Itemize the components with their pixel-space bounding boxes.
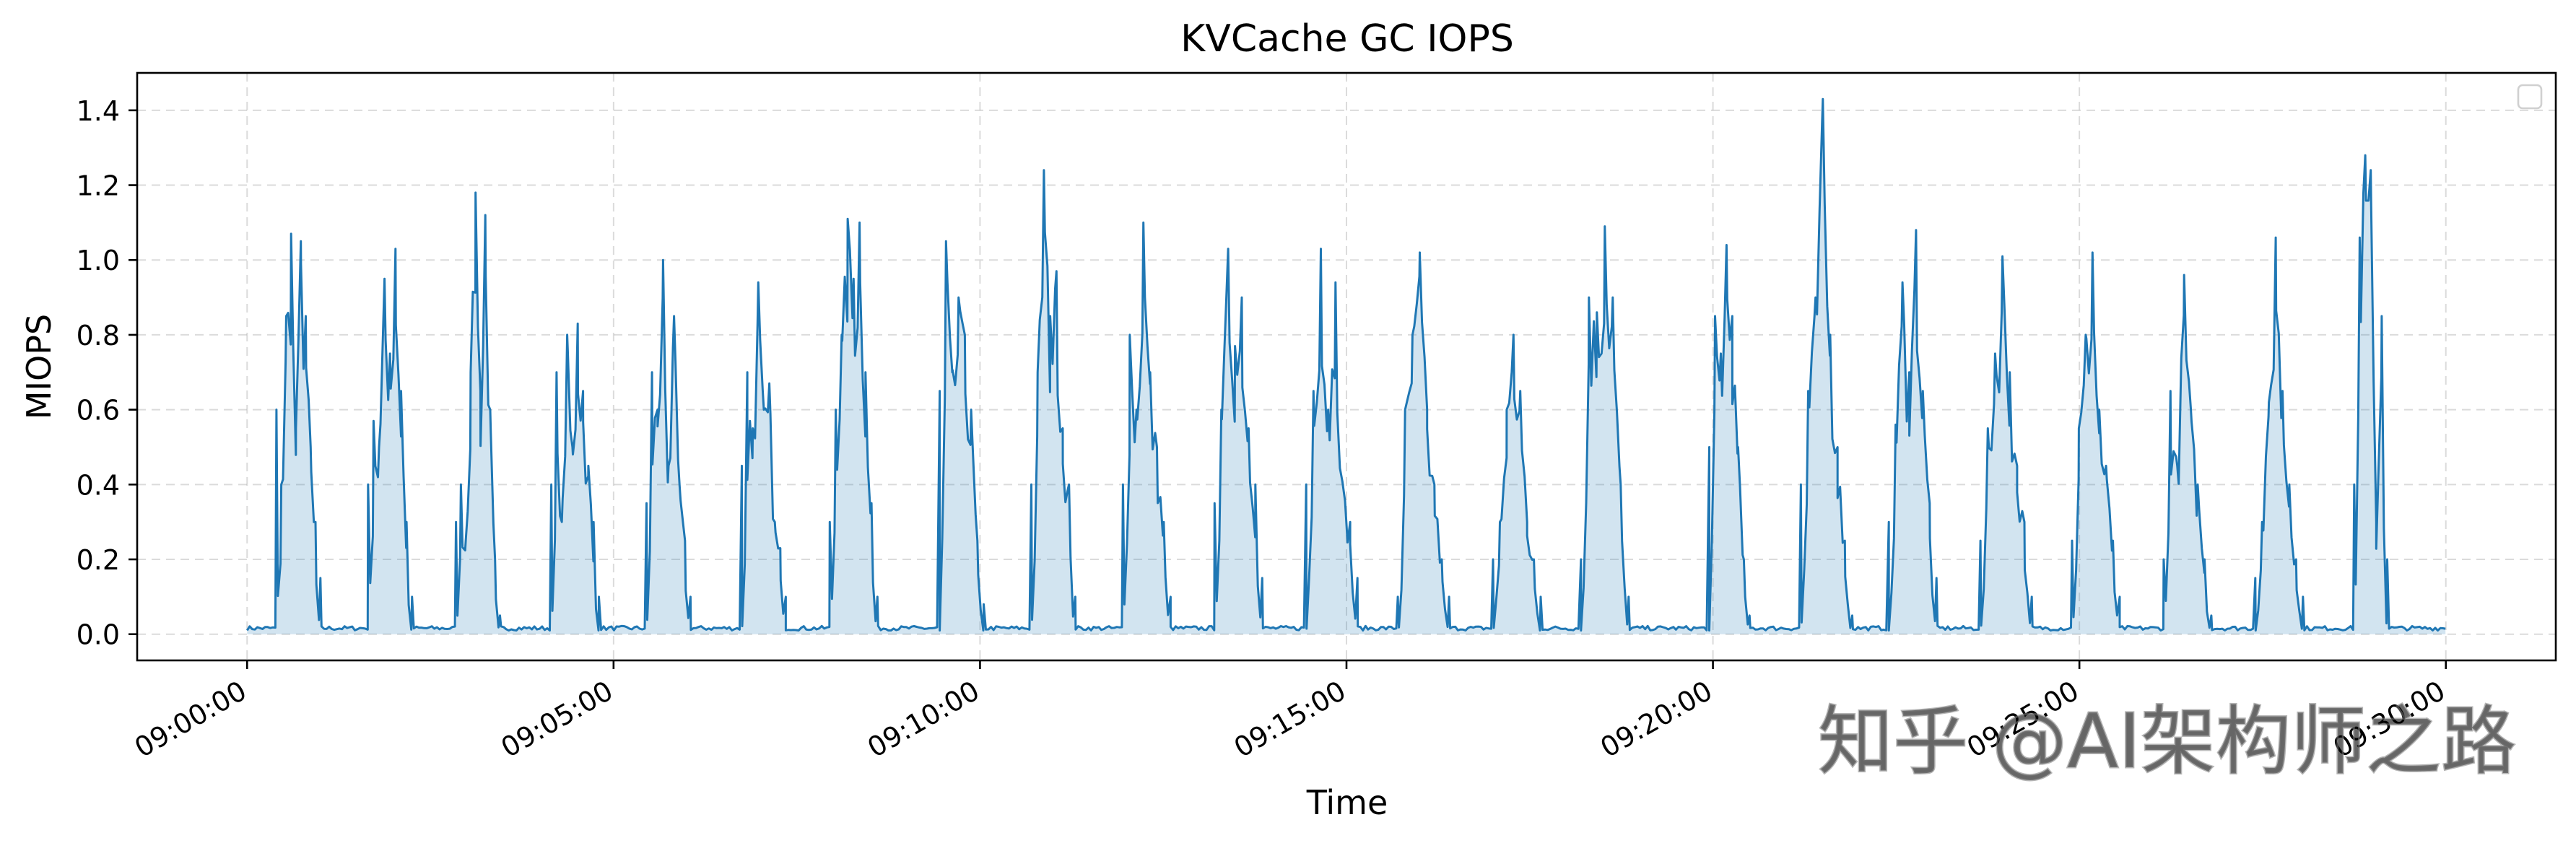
- y-tick-label: 0.8: [77, 320, 120, 351]
- y-tick-label: 0.4: [77, 469, 120, 501]
- legend-box: [2517, 84, 2543, 110]
- grid-lines: [137, 73, 2556, 660]
- y-axis-label: MIOPS: [19, 314, 58, 419]
- chart-title: KVCache GC IOPS: [1180, 17, 1514, 61]
- series-layer: [246, 97, 2446, 634]
- y-tick-label: 0.0: [77, 619, 120, 651]
- x-axis-label: Time: [1306, 783, 1388, 822]
- y-tick-label: 1.0: [77, 245, 120, 276]
- series-area-fill: [247, 99, 2446, 634]
- y-tick-label: 1.4: [77, 95, 120, 127]
- y-tick-label: 0.2: [77, 544, 120, 576]
- y-tick-label: 1.2: [77, 170, 120, 202]
- watermark: 知乎 @AI架构师之路: [1818, 697, 2516, 785]
- series-line: [246, 97, 2446, 632]
- y-tick-label: 0.6: [77, 395, 120, 427]
- y-axis: 0.0 0.2 0.4 0.6 0.8 1.0 1.2 1.4: [77, 95, 137, 651]
